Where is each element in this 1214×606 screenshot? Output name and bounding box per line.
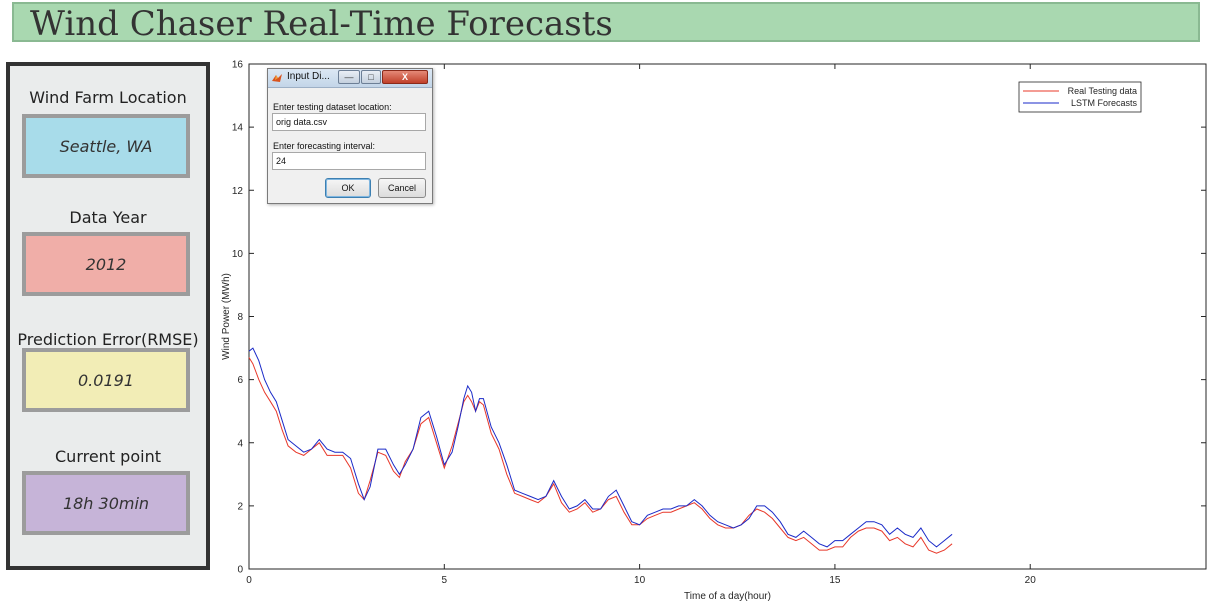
maximize-button[interactable]: □ (361, 70, 381, 84)
y-tick-label: 10 (232, 249, 244, 260)
x-axis-label: Time of a day(hour) (684, 591, 771, 602)
x-tick-label: 10 (634, 575, 646, 586)
matlab-icon (272, 74, 282, 82)
location-label: Wind Farm Location (29, 88, 187, 107)
ok-button[interactable]: OK (325, 178, 371, 198)
y-tick-label: 8 (237, 312, 243, 323)
y-tick-label: 12 (232, 186, 244, 197)
input-dialog[interactable]: Input Di... — □ X Enter testing dataset … (267, 68, 433, 204)
x-tick-label: 0 (246, 575, 252, 586)
current-point-value-box: 18h 30min (22, 471, 190, 535)
dialog-title: Input Di... (287, 71, 330, 82)
x-tick-label: 20 (1025, 575, 1037, 586)
current-point-label: Current point (55, 447, 161, 466)
close-button[interactable]: X (382, 70, 428, 84)
x-tick-label: 5 (442, 575, 448, 586)
location-value-box: Seattle, WA (22, 114, 190, 178)
info-panel: Wind Farm Location Seattle, WA Data Year… (6, 62, 210, 570)
x-tick-label: 15 (829, 575, 841, 586)
y-tick-label: 16 (232, 60, 244, 71)
y-tick-label: 4 (237, 438, 243, 449)
y-axis-label: Wind Power (MWh) (221, 273, 232, 360)
dataset-location-input[interactable] (272, 113, 426, 131)
cancel-button[interactable]: Cancel (378, 178, 426, 198)
legend-box (1018, 81, 1142, 113)
legend-label-0: Real Testing data (1068, 86, 1137, 96)
minimize-button[interactable]: — (338, 70, 360, 84)
y-tick-label: 6 (237, 375, 243, 386)
forecasting-interval-input[interactable] (272, 152, 426, 170)
y-tick-label: 0 (237, 565, 243, 576)
rmse-value-box: 0.0191 (22, 348, 190, 412)
series-line-0 (248, 357, 953, 554)
dialog-titlebar[interactable]: Input Di... — □ X (268, 69, 432, 88)
header-banner: Wind Chaser Real-Time Forecasts (12, 2, 1200, 44)
series-line-1 (248, 347, 953, 548)
page-title: Wind Chaser Real-Time Forecasts (30, 4, 613, 44)
location-prompt: Enter testing dataset location: (273, 102, 392, 112)
interval-prompt: Enter forecasting interval: (273, 141, 376, 151)
year-value-box: 2012 (22, 232, 190, 296)
rmse-label: Prediction Error(RMSE) (17, 330, 199, 349)
y-tick-label: 14 (232, 123, 244, 134)
year-label: Data Year (69, 208, 147, 227)
legend-label-1: LSTM Forecasts (1071, 98, 1138, 108)
y-tick-label: 2 (237, 501, 243, 512)
